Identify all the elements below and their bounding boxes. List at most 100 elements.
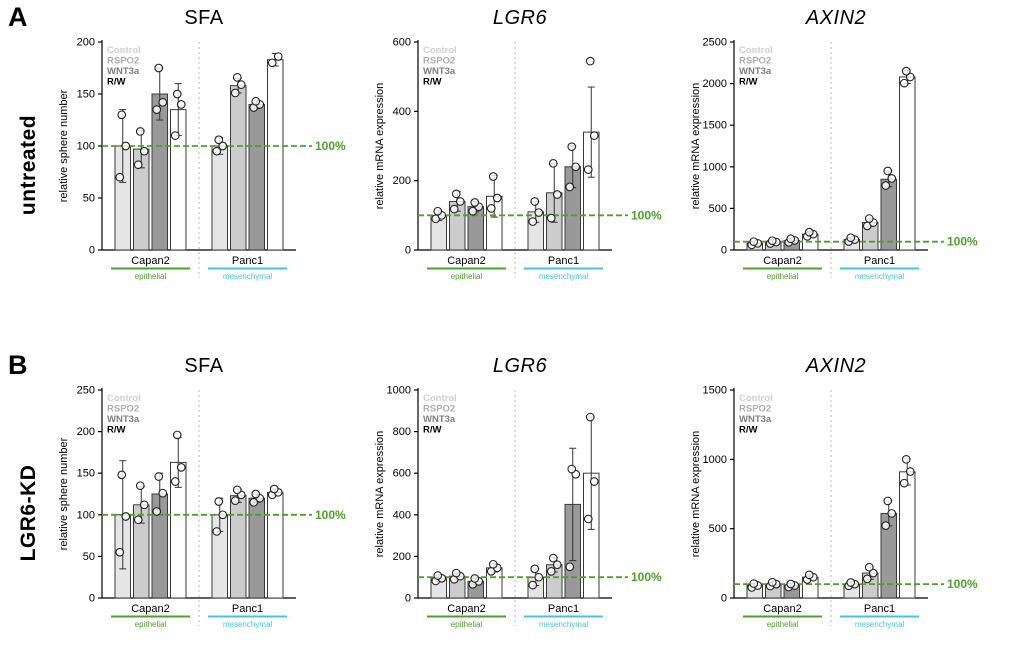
data-point	[115, 547, 125, 557]
bar	[899, 471, 916, 599]
data-point	[236, 80, 246, 89]
data-point	[883, 496, 893, 506]
group-sublabel: epithelial	[451, 620, 483, 629]
y-tick-label: 50	[83, 551, 95, 563]
data-point	[548, 553, 558, 563]
group-label: Capan2	[131, 603, 170, 615]
y-axis-label: relative sphere number	[58, 89, 70, 202]
data-point	[152, 105, 162, 114]
data-point	[749, 237, 759, 247]
chart-canvas: relative mRNA expression 0 500 1000 1500 2000…	[690, 37, 978, 282]
group-label: Panc1	[548, 255, 579, 267]
panel-side-label-lgr6kd: LGR6-KD	[17, 464, 40, 562]
data-point	[585, 56, 595, 66]
y-tick-label: 1000	[703, 454, 727, 466]
data-point	[251, 96, 261, 106]
data-point	[218, 510, 228, 520]
data-point	[133, 515, 143, 525]
data-point	[139, 500, 149, 510]
data-point	[158, 97, 168, 107]
data-point	[433, 206, 443, 216]
group-sublabel: epithelial	[451, 272, 483, 281]
data-point	[530, 564, 540, 574]
legend-entry: Control	[423, 45, 457, 56]
chart-axin2-untreated: AXIN2 relative mRNA expression 0 500 1000 15…	[686, 6, 1002, 300]
data-point	[488, 559, 498, 569]
bar	[230, 85, 247, 251]
y-tick-label: 150	[77, 468, 95, 480]
y-tick-label: 200	[393, 551, 411, 563]
chart-canvas: relative mRNA expression 0 200 400 600 800 100…	[374, 385, 662, 630]
y-axis-label: relative mRNA expression	[690, 431, 702, 558]
y-tick-label: 400	[393, 106, 411, 118]
y-tick-label: 200	[77, 37, 95, 49]
data-point	[589, 131, 599, 140]
y-tick-label: 1500	[703, 385, 727, 397]
chart-title: SFA	[184, 7, 224, 29]
chart-sfa-lgr6kd: SFA relative sphere number 0 50 100 150 200 25…	[54, 354, 370, 648]
legend-entry: RSPO2	[423, 56, 455, 67]
data-point	[528, 217, 538, 226]
data-point	[534, 572, 544, 582]
panel-side-untreated: A untreated	[4, 2, 54, 300]
data-point	[267, 58, 277, 68]
charts-row-lgr6kd: SFA relative sphere number 0 50 100 150 200 25…	[54, 354, 1012, 648]
chart-title: SFA	[184, 355, 224, 377]
group-sublabel: epithelial	[767, 620, 799, 629]
group-sublabel: epithelial	[135, 272, 167, 281]
legend-entry: R/W	[739, 425, 758, 436]
data-point	[585, 412, 595, 422]
data-point	[170, 477, 180, 486]
data-point	[565, 182, 575, 192]
chart-title: AXIN2	[805, 355, 867, 377]
legend-entry: WNT3a	[423, 414, 456, 425]
y-tick-label: 150	[77, 89, 95, 101]
y-tick-label: 800	[393, 426, 411, 438]
data-point	[552, 560, 562, 570]
panel-letter-a: A	[8, 2, 28, 32]
y-tick-label: 0	[721, 593, 727, 605]
legend-entry: WNT3a	[739, 414, 772, 425]
group-sublabel: epithelial	[135, 620, 167, 629]
data-point	[158, 488, 168, 498]
y-axis-label: relative mRNA expression	[690, 83, 702, 210]
legend-entry: R/W	[107, 77, 126, 88]
reference-label: 100%	[947, 577, 978, 591]
data-point	[470, 574, 480, 583]
y-tick-label: 1500	[703, 120, 727, 132]
legend-entry: WNT3a	[107, 414, 140, 425]
data-point	[486, 204, 496, 213]
data-point	[154, 63, 164, 73]
y-tick-label: 0	[405, 593, 411, 605]
group-label: Panc1	[864, 255, 895, 267]
group-label: Capan2	[447, 255, 486, 267]
data-point	[176, 100, 186, 109]
data-point	[273, 52, 283, 61]
data-point	[567, 142, 577, 152]
y-tick-label: 2000	[703, 78, 727, 90]
y-axis-label: relative mRNA expression	[374, 83, 386, 210]
y-tick-label: 50	[83, 193, 95, 205]
group-label: Capan2	[763, 255, 802, 267]
group-label: Panc1	[232, 603, 263, 615]
group-label: Capan2	[763, 603, 802, 615]
data-point	[249, 497, 259, 507]
y-tick-label: 100	[77, 509, 95, 521]
panel-side-label-untreated: untreated	[17, 114, 40, 215]
group-sublabel: mesenchymal	[539, 272, 589, 281]
reference-label: 100%	[315, 508, 346, 522]
charts-row-untreated: SFA relative sphere number 0 50 100 150 200 10…	[54, 6, 1012, 300]
y-tick-label: 400	[393, 509, 411, 521]
y-tick-label: 2500	[703, 37, 727, 49]
chart-axin2-lgr6kd: AXIN2 relative mRNA expression 0 500 1000 15…	[686, 354, 1002, 648]
data-point	[862, 574, 872, 584]
y-tick-label: 0	[89, 245, 95, 257]
data-point	[133, 160, 143, 170]
y-tick-label: 500	[709, 203, 727, 215]
data-point	[589, 477, 599, 486]
y-tick-label: 100	[77, 141, 95, 153]
data-point	[433, 571, 443, 580]
data-point	[492, 193, 502, 203]
chart-title: LGR6	[492, 355, 548, 377]
data-point	[170, 131, 180, 140]
